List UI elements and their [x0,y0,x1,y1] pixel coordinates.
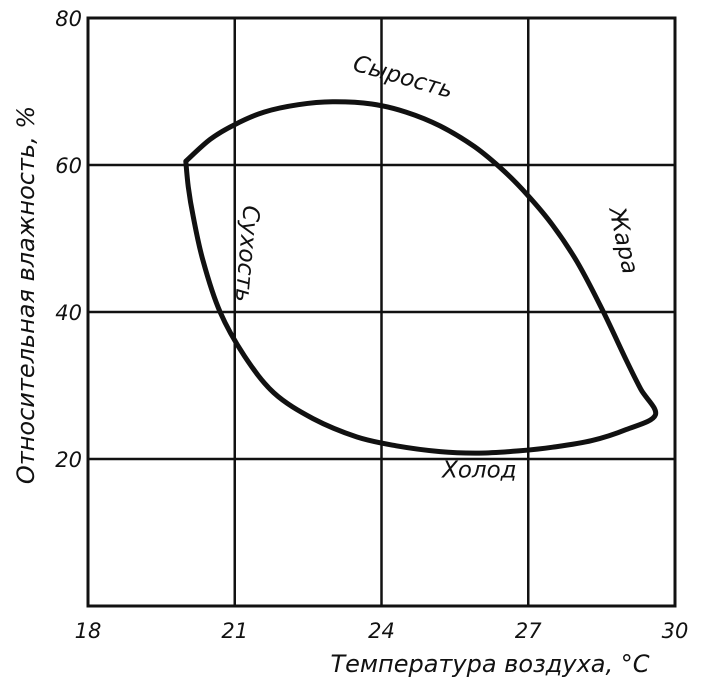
annotation-label: Жара [603,203,643,276]
y-tick-label: 20 [55,448,82,472]
y-tick-label: 80 [55,7,82,31]
y-axis-label: Относительная влажность, % [12,106,40,484]
comfort-zone-curve [183,99,659,456]
y-tick-label: 60 [55,154,82,178]
annotation-label: Холод [441,457,517,483]
y-tick-label: 40 [55,301,82,325]
annotation-label: Сырость [350,51,456,104]
plot-frame [86,16,677,608]
x-tick-label: 24 [368,619,395,643]
x-tick-label: 18 [75,619,102,643]
x-tick-label: 30 [662,619,689,643]
x-axis-label: Температура воздуха, °С [331,650,650,678]
x-tick-label: 27 [515,619,542,643]
x-tick-label: 21 [221,619,248,643]
tick-labels: 18 21 24 27 30 20 40 60 80 [55,7,688,643]
